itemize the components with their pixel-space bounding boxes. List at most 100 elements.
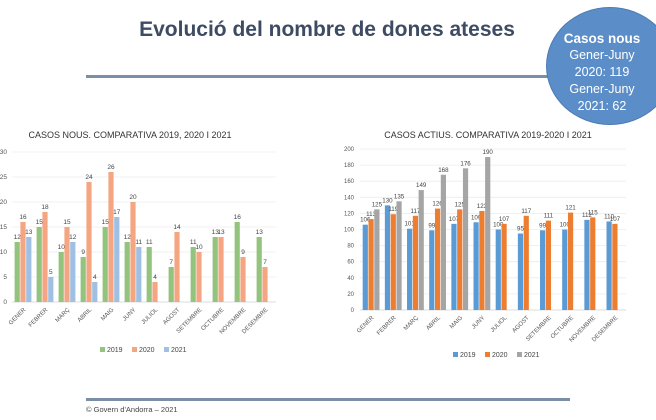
new-cases-y-tick-label: 10 (0, 249, 7, 256)
active-cases-data-label: 123 (477, 203, 488, 210)
active-cases-bar-2021 (374, 209, 380, 310)
new-cases-bar-2020 (130, 202, 136, 302)
footer-divider (86, 398, 570, 401)
new-cases-bar-2019 (168, 267, 174, 302)
new-cases-y-tick-label: 25 (0, 174, 7, 181)
new-cases-data-label: 12 (69, 234, 77, 241)
new-cases-bar-2019 (124, 242, 130, 302)
active-cases-legend-swatch-2020 (485, 352, 490, 357)
active-cases-data-label: 107 (449, 216, 460, 223)
active-cases-data-label: 110 (604, 213, 614, 220)
active-cases-y-tick-label: 200 (344, 147, 355, 153)
active-cases-legend-label: 2021 (524, 352, 540, 359)
active-cases-bar-2021 (418, 190, 424, 310)
new-cases-data-label: 10 (195, 244, 203, 251)
new-cases-bar-2021 (26, 237, 32, 302)
active-cases-bar-2019 (451, 223, 457, 310)
active-cases-data-label: 101 (404, 221, 415, 228)
active-cases-bar-2019 (473, 222, 479, 310)
new-cases-data-label: 13 (256, 229, 264, 236)
new-cases-data-label: 4 (93, 274, 97, 281)
new-cases-bar-2020 (174, 232, 180, 302)
new-cases-data-label: 9 (81, 249, 85, 256)
active-cases-data-label: 117 (521, 208, 531, 215)
active-cases-bar-2019 (517, 233, 524, 310)
new-cases-bar-2019 (14, 242, 20, 302)
active-cases-y-tick-label: 120 (344, 211, 355, 217)
new-cases-data-label: 7 (169, 259, 173, 266)
active-cases-bar-2020 (390, 214, 396, 310)
new-cases-data-label: 11 (190, 239, 197, 246)
active-cases-legend-swatch-2019 (453, 352, 458, 357)
active-cases-bar-2020 (590, 217, 596, 310)
active-cases-bar-2020 (523, 215, 529, 310)
footer-copyright: © Govern d'Andorra – 2021 (86, 405, 178, 414)
new-cases-bar-2021 (92, 282, 98, 302)
active-cases-bar-2020 (501, 223, 507, 310)
active-cases-category-label: ABRIL (425, 315, 442, 332)
new-cases-legend-swatch-2019 (100, 347, 105, 352)
new-cases-y-tick-label: 20 (0, 199, 7, 206)
new-cases-category-label: AGOST (162, 307, 181, 326)
active-cases-category-label: JUNY (471, 315, 486, 330)
active-cases-data-label: 112 (582, 212, 592, 219)
summary-line-4: 2021: 62 (577, 99, 627, 113)
new-cases-legend-label: 2021 (171, 347, 187, 354)
active-cases-data-label: 99 (428, 222, 435, 229)
new-cases-category-label: FEBRER (28, 307, 50, 329)
active-cases-bar-2020 (434, 208, 441, 310)
active-cases-bar-2021 (396, 201, 402, 310)
active-cases-bar-2020 (567, 212, 574, 310)
active-cases-bar-2019 (584, 219, 590, 310)
new-cases-bar-2019 (36, 227, 42, 302)
new-cases-bar-2020 (196, 252, 202, 302)
active-cases-legend-label: 2020 (492, 352, 508, 359)
active-cases-bar-2021 (462, 168, 469, 310)
summary-line-1: Gener-Juny (569, 48, 635, 62)
new-cases-data-label: 13 (25, 229, 33, 236)
new-cases-bar-2021 (48, 277, 54, 302)
new-cases-bar-2020 (240, 257, 246, 302)
active-cases-bar-2020 (545, 220, 552, 310)
new-cases-data-label: 20 (129, 194, 137, 201)
new-cases-data-label: 13 (217, 229, 225, 236)
active-cases-bar-2021 (485, 157, 491, 310)
active-cases-data-label: 125 (372, 201, 383, 208)
new-cases-bar-2020 (86, 182, 92, 302)
new-cases-bar-2020 (64, 227, 70, 302)
active-cases-data-label: 190 (483, 149, 494, 156)
active-cases-category-label: GENER (356, 315, 376, 335)
new-cases-data-label: 18 (41, 204, 49, 211)
new-cases-data-label: 26 (107, 164, 115, 171)
new-cases-data-label: 14 (173, 224, 181, 231)
new-cases-bar-2019 (234, 222, 240, 302)
active-cases-y-tick-label: 80 (347, 244, 354, 250)
new-cases-bar-2021 (136, 247, 142, 302)
new-cases-legend-label: 2020 (139, 347, 155, 354)
active-cases-data-label: 176 (460, 160, 471, 167)
active-cases-category-label: MAIG (449, 315, 464, 330)
new-cases-data-label: 15 (63, 219, 71, 226)
new-cases-bar-2020 (108, 172, 114, 302)
new-cases-bar-2020 (20, 222, 26, 302)
new-cases-data-label: 15 (102, 219, 110, 226)
new-cases-data-label: 11 (135, 239, 142, 246)
new-cases-category-label: GENER (8, 307, 28, 327)
active-cases-data-label: 109 (471, 214, 482, 221)
new-cases-bar-2019 (80, 257, 86, 302)
new-cases-data-label: 15 (36, 219, 44, 226)
new-cases-data-label: 7 (263, 259, 267, 266)
active-cases-data-label: 119 (388, 206, 398, 213)
new-cases-bar-2019 (212, 237, 218, 302)
active-cases-y-tick-label: 160 (344, 179, 355, 185)
new-cases-category-label: MARÇ (55, 307, 72, 324)
active-cases-data-label: 107 (499, 216, 510, 223)
active-cases-y-tick-label: 100 (344, 228, 355, 234)
active-cases-y-tick-label: 20 (347, 292, 354, 298)
active-cases-data-label: 107 (610, 216, 621, 223)
active-cases-bar-2020 (612, 223, 618, 310)
active-cases-data-label: 125 (455, 201, 466, 208)
active-cases-y-tick-label: 40 (347, 276, 354, 282)
active-cases-bar-2019 (407, 228, 413, 310)
new-cases-bar-2020 (262, 267, 268, 302)
